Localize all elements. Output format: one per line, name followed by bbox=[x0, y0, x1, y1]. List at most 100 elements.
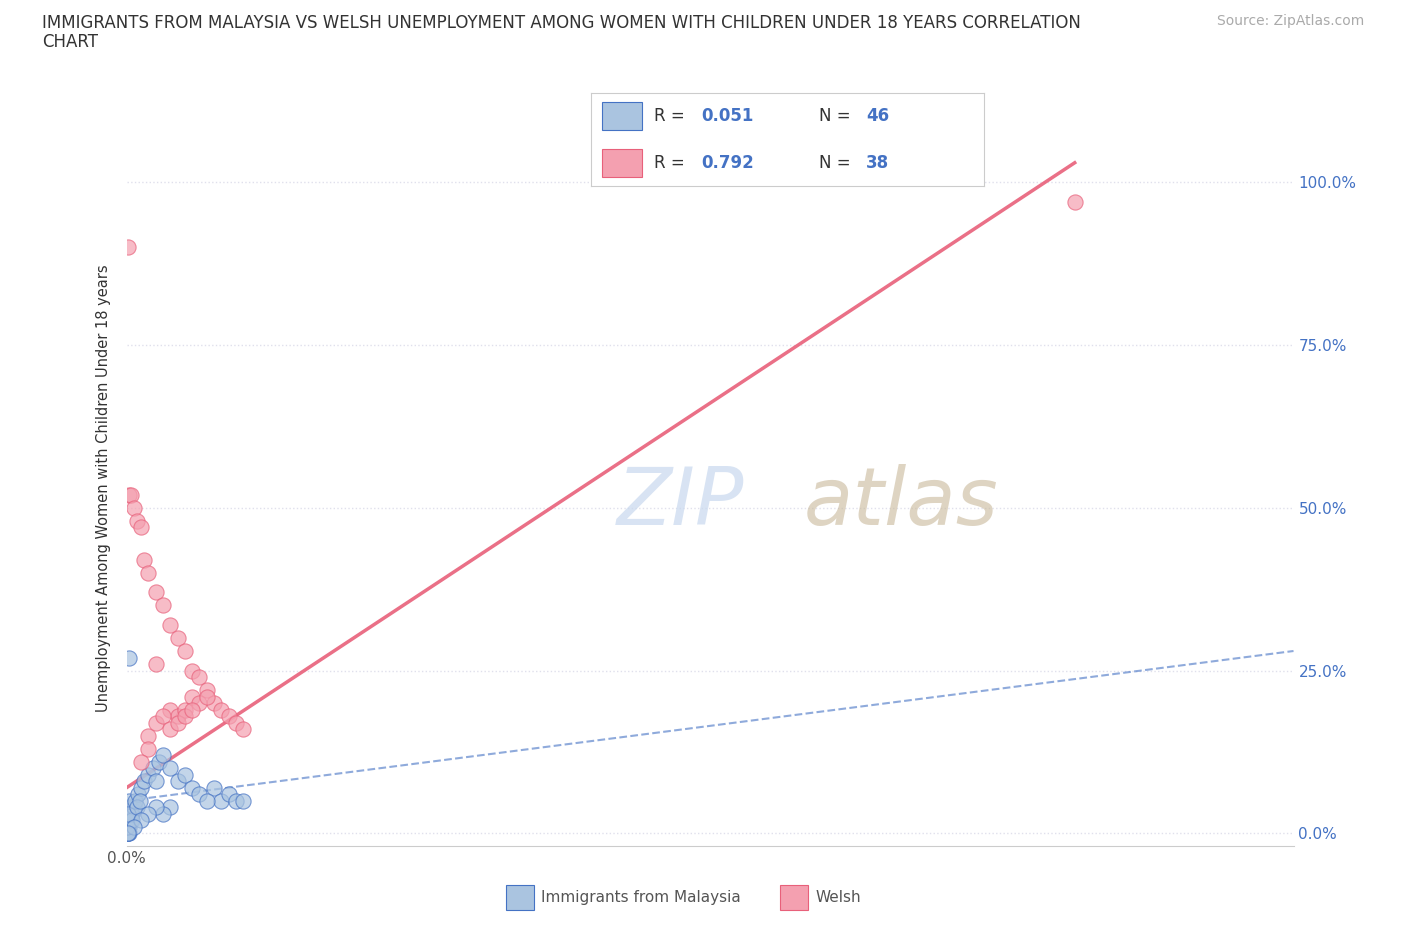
Point bbox=[129, 520, 152, 535]
Point bbox=[129, 780, 152, 795]
Point bbox=[125, 513, 148, 528]
Point bbox=[128, 793, 150, 808]
Point bbox=[117, 825, 139, 840]
Point bbox=[117, 819, 139, 834]
Text: Welsh: Welsh bbox=[815, 890, 860, 905]
Point bbox=[145, 585, 167, 600]
Point bbox=[117, 819, 139, 834]
Point bbox=[174, 709, 197, 724]
Point bbox=[118, 650, 141, 665]
Text: 38: 38 bbox=[866, 153, 889, 172]
Point bbox=[145, 800, 167, 815]
Point bbox=[118, 826, 141, 841]
Point bbox=[152, 748, 174, 763]
Point bbox=[159, 618, 181, 632]
Point bbox=[166, 631, 188, 645]
Point bbox=[195, 793, 218, 808]
Point bbox=[124, 793, 146, 808]
Point bbox=[166, 774, 188, 789]
Point bbox=[209, 793, 232, 808]
Point bbox=[118, 793, 141, 808]
Point bbox=[142, 761, 165, 776]
Point bbox=[166, 709, 188, 724]
Point bbox=[152, 598, 174, 613]
Point bbox=[174, 644, 197, 658]
Point bbox=[129, 813, 152, 828]
Point bbox=[159, 702, 181, 717]
Point bbox=[181, 702, 204, 717]
Point bbox=[195, 683, 218, 698]
Point bbox=[118, 487, 141, 502]
Point bbox=[218, 787, 240, 802]
Point bbox=[225, 793, 247, 808]
Point bbox=[166, 715, 188, 730]
Point bbox=[232, 722, 254, 737]
Y-axis label: Unemployment Among Women with Children Under 18 years: Unemployment Among Women with Children U… bbox=[96, 264, 111, 712]
Bar bbox=[602, 149, 641, 177]
Point bbox=[152, 709, 174, 724]
Point bbox=[145, 715, 167, 730]
Text: Immigrants from Malaysia: Immigrants from Malaysia bbox=[541, 890, 741, 905]
Text: atlas: atlas bbox=[803, 463, 998, 541]
Point bbox=[125, 800, 148, 815]
Point bbox=[188, 670, 211, 684]
Point bbox=[120, 806, 142, 821]
Point bbox=[117, 826, 139, 841]
Point bbox=[121, 806, 143, 821]
Point bbox=[132, 774, 155, 789]
Text: IMMIGRANTS FROM MALAYSIA VS WELSH UNEMPLOYMENT AMONG WOMEN WITH CHILDREN UNDER 1: IMMIGRANTS FROM MALAYSIA VS WELSH UNEMPL… bbox=[42, 14, 1081, 32]
Point bbox=[174, 767, 197, 782]
Point bbox=[121, 813, 143, 828]
Text: N =: N = bbox=[818, 153, 856, 172]
Point bbox=[159, 722, 181, 737]
Point bbox=[127, 787, 149, 802]
Text: 0.792: 0.792 bbox=[700, 153, 754, 172]
Point bbox=[202, 780, 225, 795]
Point bbox=[145, 657, 167, 671]
Point bbox=[202, 696, 225, 711]
Point bbox=[120, 813, 142, 828]
Point bbox=[188, 787, 211, 802]
Text: CHART: CHART bbox=[42, 33, 98, 50]
Point bbox=[148, 754, 170, 769]
Point bbox=[138, 806, 160, 821]
Point bbox=[122, 800, 145, 815]
Point bbox=[117, 240, 139, 255]
Point bbox=[181, 780, 204, 795]
Point bbox=[218, 709, 240, 724]
Point bbox=[138, 767, 160, 782]
Point bbox=[181, 689, 204, 704]
Point bbox=[117, 826, 139, 841]
Text: Source: ZipAtlas.com: Source: ZipAtlas.com bbox=[1216, 14, 1364, 28]
Text: 46: 46 bbox=[866, 107, 889, 126]
Point bbox=[117, 813, 139, 828]
Point bbox=[195, 689, 218, 704]
Point bbox=[117, 825, 139, 840]
Text: N =: N = bbox=[818, 107, 856, 126]
Point bbox=[174, 702, 197, 717]
Point bbox=[209, 702, 232, 717]
Text: 0.051: 0.051 bbox=[700, 107, 754, 126]
Text: ZIP: ZIP bbox=[617, 463, 744, 541]
Point bbox=[122, 819, 145, 834]
Point bbox=[120, 487, 142, 502]
Point bbox=[118, 819, 141, 834]
Point bbox=[225, 715, 247, 730]
Point bbox=[145, 774, 167, 789]
Point bbox=[181, 663, 204, 678]
Text: R =: R = bbox=[654, 107, 689, 126]
Point bbox=[188, 696, 211, 711]
Point bbox=[159, 761, 181, 776]
Point bbox=[1063, 194, 1085, 209]
Bar bbox=[602, 102, 641, 130]
Point bbox=[152, 806, 174, 821]
Point bbox=[138, 728, 160, 743]
Point bbox=[129, 754, 152, 769]
Point bbox=[120, 800, 142, 815]
Point bbox=[232, 793, 254, 808]
Point bbox=[122, 500, 145, 515]
Point bbox=[138, 565, 160, 580]
Point bbox=[117, 806, 139, 821]
Point bbox=[138, 741, 160, 756]
Point bbox=[132, 552, 155, 567]
